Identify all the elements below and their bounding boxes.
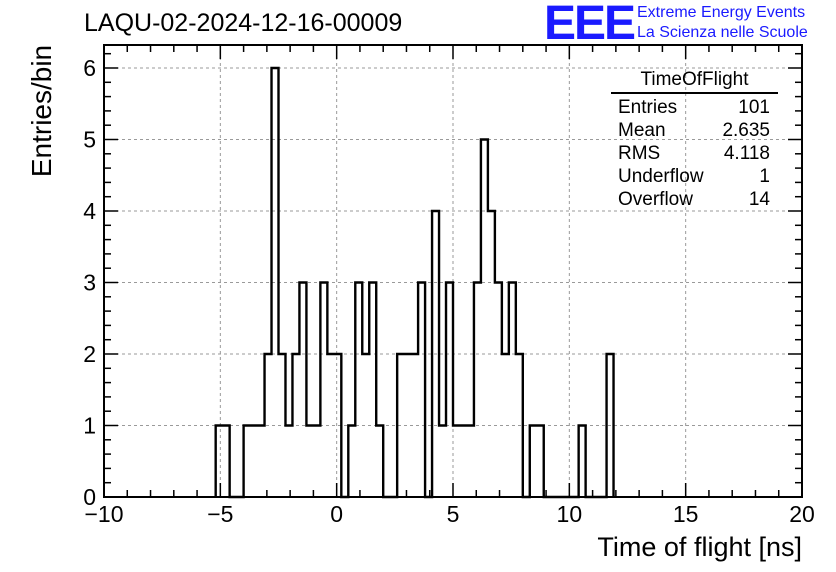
stats-row-entries: Entries 101 bbox=[611, 96, 778, 119]
x-tick-label: −10 bbox=[84, 501, 123, 527]
histogram-outline bbox=[214, 66, 615, 499]
x-tick-label: 5 bbox=[447, 501, 460, 527]
stats-label: Overflow bbox=[618, 189, 693, 210]
histogram-bin bbox=[306, 426, 313, 498]
y-tick-label: 2 bbox=[83, 341, 96, 367]
x-tick-label: 10 bbox=[557, 501, 583, 527]
histogram-bin bbox=[439, 426, 446, 498]
histogram-bin bbox=[258, 426, 265, 498]
axis-ticks bbox=[103, 45, 803, 498]
stats-row-underflow: Underflow 1 bbox=[611, 165, 778, 188]
stats-row-overflow: Overflow 14 bbox=[611, 188, 778, 211]
stats-box-title: TimeOfFlight bbox=[611, 69, 778, 94]
y-tick-label: 6 bbox=[83, 55, 96, 81]
x-tick-label: 15 bbox=[673, 501, 699, 527]
stats-row-mean: Mean 2.635 bbox=[611, 119, 778, 142]
stats-label: Mean bbox=[618, 120, 666, 141]
x-tick-label: 0 bbox=[330, 501, 343, 527]
stats-value: 1 bbox=[759, 166, 770, 187]
histogram-bin bbox=[467, 426, 474, 498]
x-tick-label: 20 bbox=[789, 501, 815, 527]
logo-line-2: La Scienza nelle Scuole bbox=[637, 24, 808, 41]
stats-value: 2.635 bbox=[722, 120, 770, 141]
y-tick-label: 4 bbox=[83, 198, 96, 224]
y-tick-label: 3 bbox=[83, 270, 96, 296]
y-tick-label: 0 bbox=[83, 484, 96, 510]
eee-logo-icon: EEE bbox=[544, 0, 636, 50]
stats-value: 4.118 bbox=[723, 143, 770, 164]
histogram-bin bbox=[453, 426, 460, 498]
histogram-bin bbox=[460, 426, 467, 498]
stats-label: RMS bbox=[618, 143, 661, 164]
x-axis-label: Time of flight [ns] bbox=[597, 532, 802, 562]
stats-row-rms: RMS 4.118 bbox=[611, 142, 778, 165]
axis-tick-labels: −10 −5 0 5 10 15 20 0 1 2 3 4 5 6 bbox=[83, 55, 815, 527]
histogram-bins bbox=[214, 66, 615, 499]
histogram-bin bbox=[251, 426, 258, 498]
plot-title: LAQU-02-2024-12-16-00009 bbox=[84, 9, 403, 37]
logo-line-1: Extreme Energy Events bbox=[637, 4, 806, 21]
histogram-bin bbox=[313, 426, 320, 498]
stats-box: TimeOfFlight Entries 101 Mean 2.635 RMS … bbox=[611, 69, 778, 211]
y-tick-label: 5 bbox=[83, 127, 96, 153]
logo-text: Extreme Energy Events La Scienza nelle S… bbox=[637, 3, 808, 43]
stats-label: Entries bbox=[618, 97, 678, 118]
y-tick-label: 1 bbox=[83, 413, 96, 439]
stats-value: 101 bbox=[738, 97, 770, 118]
y-axis-label: Entries/bin bbox=[26, 44, 57, 178]
stats-value: 14 bbox=[748, 189, 770, 210]
stats-label: Underflow bbox=[618, 166, 704, 187]
x-tick-label: −5 bbox=[207, 501, 233, 527]
histogram-bin bbox=[285, 426, 292, 498]
